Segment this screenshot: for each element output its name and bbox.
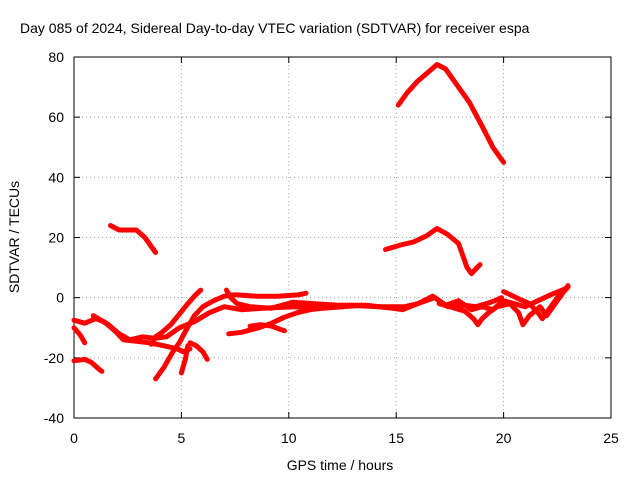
y-axis-label: SDTVAR / TECUs bbox=[6, 181, 22, 293]
series-arc-10 bbox=[178, 343, 191, 376]
series-arc-7 bbox=[71, 356, 105, 374]
series-arc-2 bbox=[383, 226, 483, 277]
series-arc-11 bbox=[187, 340, 210, 362]
x-axis-label: GPS time / hours bbox=[287, 457, 394, 473]
series-arc-9 bbox=[148, 287, 204, 347]
series-arc-8 bbox=[153, 290, 309, 382]
y-tick-label: 20 bbox=[48, 230, 64, 246]
y-tick-label: -20 bbox=[44, 350, 64, 366]
x-tick-label: 15 bbox=[388, 430, 404, 446]
y-tick-label: 0 bbox=[56, 290, 64, 306]
x-tick-label: 0 bbox=[70, 430, 78, 446]
series-arc-14 bbox=[247, 322, 287, 334]
axis-ticks: 0 5 10 15 20 25 -40 -20 0 20 40 60 80 bbox=[44, 49, 619, 446]
y-tick-label: 40 bbox=[48, 169, 64, 185]
data-series bbox=[71, 62, 571, 382]
grid-lines bbox=[74, 57, 611, 418]
y-tick-label: -40 bbox=[44, 410, 64, 426]
series-arc-6 bbox=[71, 325, 88, 346]
x-tick-label: 20 bbox=[496, 430, 512, 446]
chart-title: Day 085 of 2024, Sidereal Day-to-day VTE… bbox=[20, 20, 530, 36]
y-tick-label: 60 bbox=[48, 109, 64, 125]
x-tick-label: 10 bbox=[281, 430, 297, 446]
series-arc-16 bbox=[501, 284, 571, 322]
series-arc-12 bbox=[224, 287, 504, 313]
x-tick-label: 25 bbox=[603, 430, 619, 446]
series-arc-13 bbox=[226, 302, 365, 337]
series-arc-3 bbox=[108, 223, 159, 255]
series-arc-1 bbox=[395, 62, 507, 165]
y-tick-label: 80 bbox=[48, 49, 64, 65]
x-tick-label: 5 bbox=[178, 430, 186, 446]
